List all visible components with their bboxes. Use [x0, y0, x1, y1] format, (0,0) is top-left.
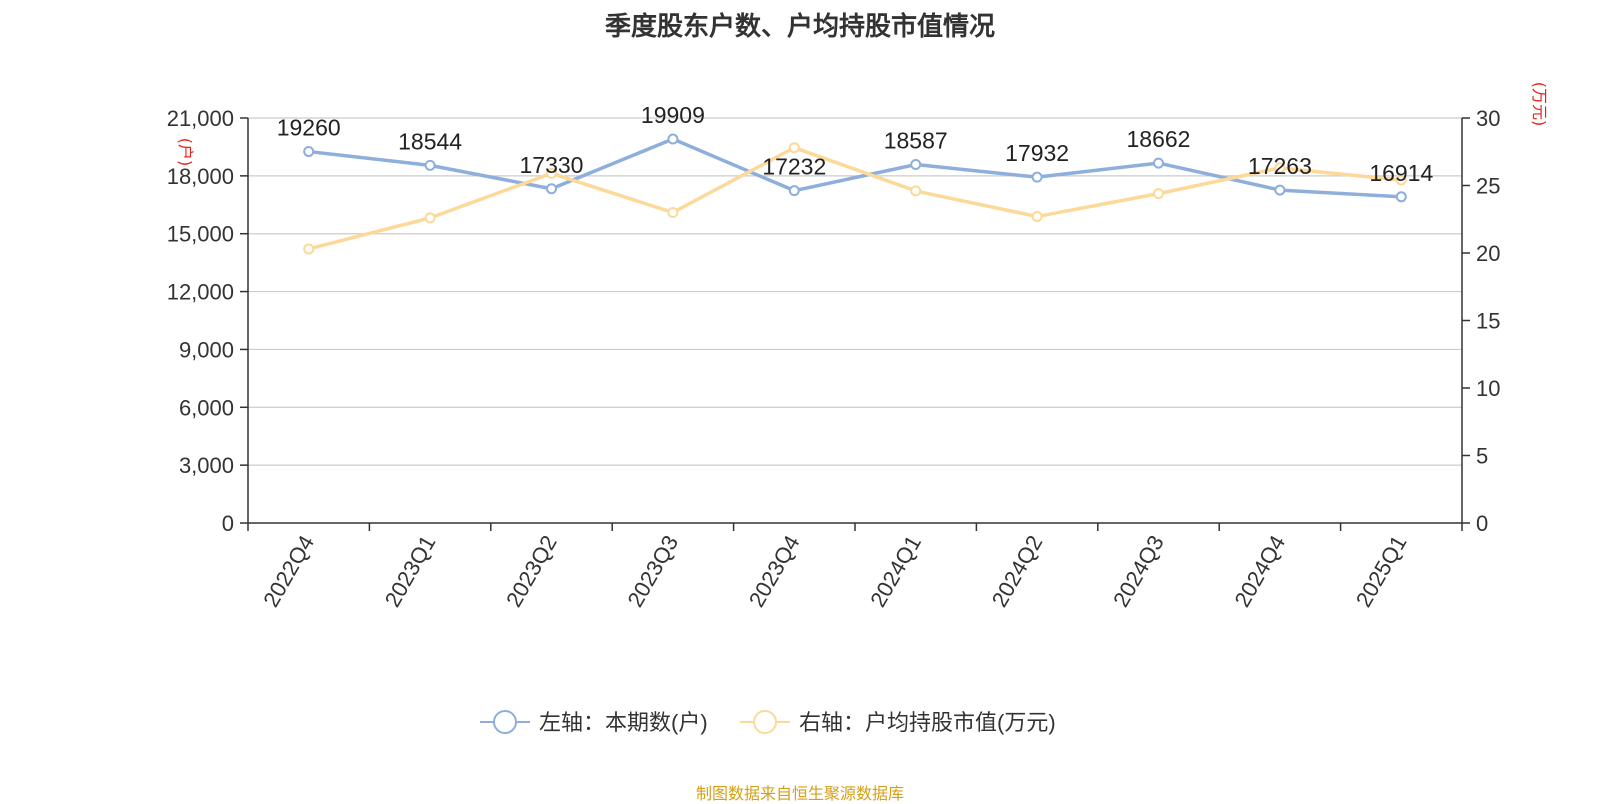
legend[interactable]: 左轴：本期数(户) 右轴：户均持股市值(万元): [480, 710, 1056, 735]
data-point-1: [303, 243, 315, 255]
y-tick-label-right: 25: [1476, 174, 1500, 199]
y-tick-label-left: 6,000: [179, 395, 234, 420]
chart-title: 季度股东户数、户均持股市值情况: [604, 11, 995, 41]
x-tick-label: 2024Q1: [865, 531, 926, 611]
data-point-0: [303, 146, 315, 158]
data-label: 18587: [884, 128, 948, 154]
data-label: 18544: [398, 128, 462, 154]
data-label: 19909: [641, 102, 705, 128]
x-tick-label: 2024Q3: [1108, 531, 1169, 611]
y-tick-label-right: 0: [1476, 511, 1488, 536]
y-tick-label-left: 21,000: [167, 106, 234, 131]
y-tick-label-left: 9,000: [179, 337, 234, 362]
data-label: 17263: [1248, 153, 1312, 179]
y-tick-label-right: 20: [1476, 241, 1500, 266]
data-point-1: [424, 212, 436, 224]
data-labels: 19260 18544 17330 19909 17232 18587 17932 18662…: [277, 102, 1434, 186]
legend-marker: [493, 710, 517, 734]
data-point-0: [1395, 191, 1407, 203]
series-line-0: [308, 137, 1402, 199]
data-point-1: [667, 207, 679, 218]
data-label: 17330: [520, 152, 584, 178]
y-tick-label-left: 15,000: [167, 222, 234, 247]
x-tick-label: 2023Q2: [501, 531, 562, 611]
data-point-1: [1274, 162, 1286, 174]
data-point-0: [546, 183, 557, 195]
x-tick-label: 2023Q3: [622, 531, 683, 611]
data-point-0: [424, 159, 436, 171]
source-note: 制图数据来自恒生聚源数据库: [695, 786, 904, 803]
x-tick-label: 2023Q4: [744, 531, 805, 611]
data-point-1: [1153, 188, 1164, 200]
data-point-0: [788, 185, 800, 197]
data-point-1: [1031, 211, 1043, 223]
data-point-0: [667, 133, 679, 145]
y-axis-right-unit: (万元): [1530, 82, 1549, 127]
data-point-1: [910, 185, 922, 197]
data-label: 18662: [1127, 126, 1191, 152]
data-point-0: [1274, 184, 1286, 196]
y-tick-label-left: 0: [222, 511, 234, 536]
data-point-0: [1031, 171, 1043, 183]
data-point-0: [1153, 157, 1164, 169]
y-axis-left-unit: (户): [176, 138, 195, 167]
y-tick-label-right: 30: [1476, 106, 1500, 131]
y-tick-label-right: 5: [1476, 444, 1488, 469]
y-tick-label-right: 15: [1476, 309, 1500, 334]
x-tick-label: 2022Q4: [258, 531, 319, 611]
data-point-1: [788, 142, 800, 154]
x-tick-label: 2024Q4: [1229, 531, 1290, 611]
data-point-1: [546, 167, 557, 179]
y-tick-label-right: 10: [1476, 376, 1500, 401]
data-point-0: [910, 159, 922, 171]
data-label: 17932: [1005, 140, 1069, 166]
x-tick-label: 2025Q1: [1351, 531, 1412, 611]
y-tick-label-left: 12,000: [167, 280, 234, 305]
axes: 0 3,000 6,000 9,000 12,000 15,000 18,000 21,000…: [167, 82, 1549, 612]
data-point-1: [1395, 174, 1407, 186]
legend-marker: [753, 710, 777, 734]
x-tick-label: 2023Q1: [380, 531, 441, 611]
legend-label: 左轴：本期数(户): [539, 710, 708, 735]
data-label: 16914: [1369, 160, 1433, 186]
data-label: 19260: [277, 115, 341, 141]
series-lines: [303, 133, 1407, 255]
legend-label: 右轴：户均持股市值(万元): [799, 710, 1056, 735]
y-tick-label-left: 18,000: [167, 164, 234, 189]
series-line-1: [308, 145, 1402, 251]
data-label: 17232: [762, 154, 826, 180]
y-tick-label-left: 3,000: [179, 453, 234, 478]
x-tick-label: 2024Q2: [987, 531, 1048, 611]
